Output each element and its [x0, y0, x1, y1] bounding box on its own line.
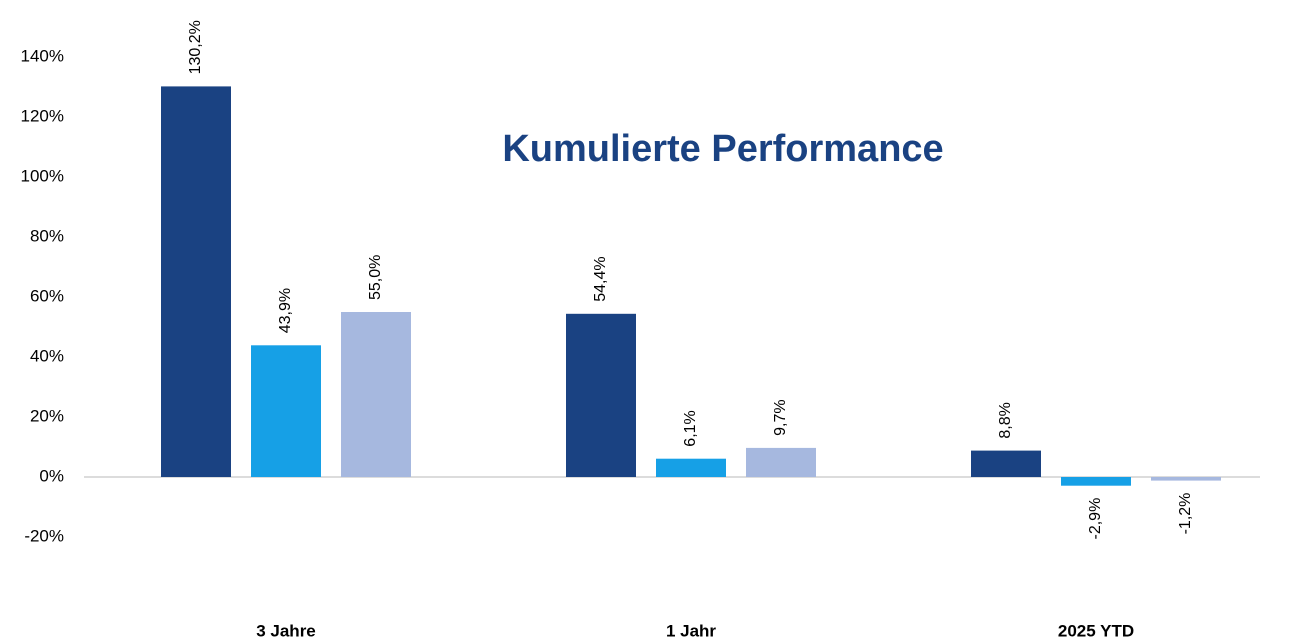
x-tick-label: 1 Jahr [666, 621, 716, 640]
y-tick-label: 140% [21, 46, 64, 65]
value-label: 6,1% [682, 410, 699, 446]
bar [656, 458, 726, 477]
chart-title: Kumulierte Performance [502, 128, 943, 170]
bar [971, 450, 1041, 477]
y-tick-label: 40% [30, 346, 64, 365]
value-label: 54,4% [592, 256, 609, 301]
y-tick-label: -20% [24, 526, 64, 545]
value-label: 9,7% [772, 399, 789, 435]
value-label: -2,9% [1087, 498, 1104, 540]
x-tick-label: 2025 YTD [1058, 621, 1134, 640]
bar [341, 312, 411, 477]
value-label: 43,9% [277, 288, 294, 333]
y-tick-label: 0% [39, 466, 64, 485]
y-tick-label: 20% [30, 406, 64, 425]
bar [746, 447, 816, 477]
bar [161, 86, 231, 478]
y-tick-label: 100% [21, 166, 64, 185]
y-tick-label: 80% [30, 226, 64, 245]
bar [1151, 477, 1221, 481]
bar [566, 313, 636, 477]
value-label: 8,8% [997, 402, 1014, 438]
x-tick-label: 3 Jahre [256, 621, 316, 640]
y-tick-label: 60% [30, 286, 64, 305]
bar [1061, 477, 1131, 486]
bar [251, 345, 321, 477]
y-tick-label: 120% [21, 106, 64, 125]
value-label: 55,0% [367, 255, 384, 300]
value-label: 130,2% [187, 20, 204, 74]
value-label: -1,2% [1177, 493, 1194, 535]
